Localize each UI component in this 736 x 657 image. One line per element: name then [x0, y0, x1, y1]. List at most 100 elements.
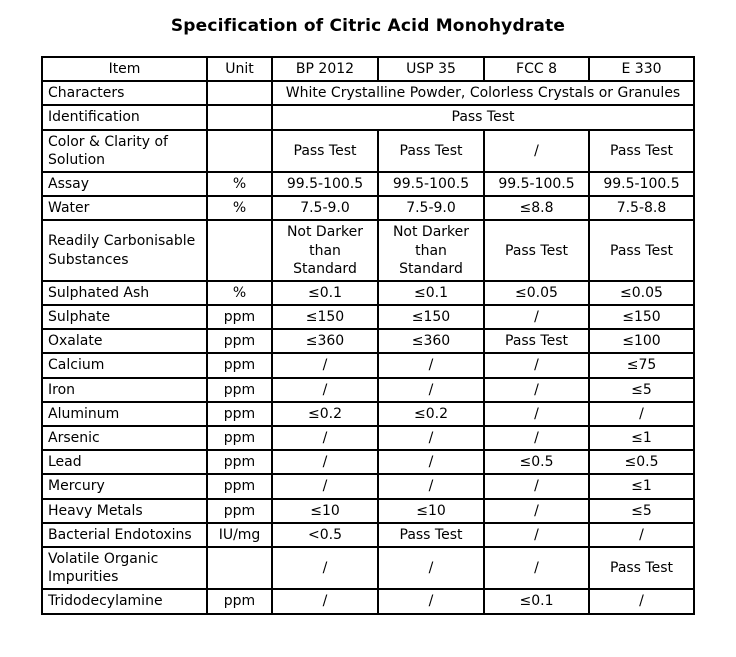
table-row: Mercury ppm / / / ≤1: [41, 473, 695, 500]
value-cell: ≤1: [588, 473, 695, 500]
table-row: Arsenic ppm / / / ≤1: [41, 424, 695, 452]
column-header-fcc-8: FCC 8: [483, 55, 590, 83]
table-row: Lead ppm / / ≤0.5 ≤0.5: [41, 449, 695, 476]
table-row: Readily Carbonisable Substances Not Darke…: [41, 219, 695, 282]
unit-cell: [206, 128, 273, 173]
value-cell: /: [271, 588, 379, 615]
item-cell: Bacterial Endotoxins: [41, 521, 208, 548]
value-cell: 99.5-100.5: [377, 170, 485, 198]
unit-cell: [206, 219, 273, 282]
value-cell: 99.5-100.5: [271, 170, 379, 198]
value-cell: ≤0.1: [377, 279, 485, 307]
value-cell: /: [271, 424, 379, 452]
item-cell: Heavy Metals: [41, 497, 208, 524]
value-cell: 99.5-100.5: [588, 170, 695, 198]
table-row: Oxalate ppm ≤360 ≤360 Pass Test ≤100: [41, 328, 695, 355]
value-cell: /: [377, 588, 485, 615]
value-cell: ≤5: [588, 497, 695, 524]
value-cell: /: [483, 545, 590, 591]
unit-cell: %: [206, 195, 273, 222]
value-cell: /: [483, 521, 590, 548]
value-cell: /: [271, 376, 379, 403]
value-cell: ≤0.5: [588, 449, 695, 476]
table-row: Calcium ppm / / / ≤75: [41, 352, 695, 379]
value-cell: ≤0.05: [588, 279, 695, 307]
value-cell: /: [377, 449, 485, 476]
table-row: Iron ppm / / / ≤5: [41, 376, 695, 403]
value-cell: Pass Test: [483, 219, 590, 282]
table-row: Water% 7.5-9.0 7.5-9.0 ≤8.8 7.5-8.8: [41, 195, 695, 222]
table-row: Characters White Crystalline Powder, Colo…: [41, 80, 695, 107]
value-cell: /: [588, 400, 695, 428]
item-cell: Sulphated Ash: [41, 279, 208, 307]
unit-cell: ppm: [206, 473, 273, 500]
value-cell: /: [271, 473, 379, 500]
item-cell: Characters: [41, 80, 208, 107]
table-row: Aluminum ppm ≤0.2 ≤0.2//: [41, 400, 695, 428]
item-cell: Mercury: [41, 473, 208, 500]
value-cell: ≤150: [271, 304, 379, 331]
value-cell: ≤0.5: [483, 449, 590, 476]
unit-cell: ppm: [206, 588, 273, 615]
value-cell: /: [377, 473, 485, 500]
item-cell: Identification: [41, 104, 208, 131]
unit-cell: ppm: [206, 352, 273, 379]
item-cell: Tridodecylamine: [41, 588, 208, 615]
unit-cell: [206, 80, 273, 107]
table-row: Bacterial Endotoxins IU/mg <0.5 Pass Test / /: [41, 521, 695, 548]
value-cell: 7.5-9.0: [377, 195, 485, 222]
value-cell: 7.5-9.0: [271, 195, 379, 222]
table-row: Tridodecylamine ppm / / ≤0.1/: [41, 588, 695, 615]
item-cell: Water: [41, 195, 208, 222]
value-cell: <0.5: [271, 521, 379, 548]
value-cell: ≤150: [377, 304, 485, 331]
value-cell: /: [588, 588, 695, 615]
value-cell: ≤10: [377, 497, 485, 524]
value-cell: /: [271, 352, 379, 379]
unit-cell: [206, 104, 273, 131]
value-cell: ≤0.1: [483, 588, 590, 615]
item-cell: Color & Clarity of Solution: [41, 128, 208, 173]
item-cell: Calcium: [41, 352, 208, 379]
item-cell: Arsenic: [41, 424, 208, 452]
item-cell: Oxalate: [41, 328, 208, 355]
unit-cell: ppm: [206, 328, 273, 355]
column-header-unit: Unit: [206, 55, 273, 83]
item-cell: Assay: [41, 170, 208, 198]
item-cell: Iron: [41, 376, 208, 403]
value-cell: /: [483, 497, 590, 524]
value-cell: Not Darker than Standard: [271, 219, 379, 282]
table-row: Heavy Metals ppm ≤10 ≤10/≤5: [41, 497, 695, 524]
value-cell: /: [377, 376, 485, 403]
column-header-usp-35: USP 35: [377, 55, 485, 83]
value-cell: /: [483, 400, 590, 428]
unit-cell: ppm: [206, 304, 273, 331]
unit-cell: [206, 545, 273, 591]
table-row: Sulphate ppm ≤150 ≤150/≤150: [41, 304, 695, 331]
item-cell: Readily Carbonisable Substances: [41, 219, 208, 282]
value-cell: ≤10: [271, 497, 379, 524]
value-cell: ≤75: [588, 352, 695, 379]
unit-cell: ppm: [206, 400, 273, 428]
unit-cell: %: [206, 279, 273, 307]
value-cell: ≤360: [377, 328, 485, 355]
item-cell: Volatile Organic Impurities: [41, 545, 208, 591]
value-cell: Pass Test: [271, 128, 379, 173]
item-cell: Sulphate: [41, 304, 208, 331]
value-cell: ≤8.8: [483, 195, 590, 222]
value-cell: /: [483, 473, 590, 500]
value-cell: ≤0.1: [271, 279, 379, 307]
value-cell: Not Darker than Standard: [377, 219, 485, 282]
value-cell: Pass Test: [588, 128, 695, 173]
table-row: Sulphated Ash% ≤0.1 ≤0.1 ≤0.05 ≤0.05: [41, 279, 695, 307]
table-row: Volatile Organic Impurities / / / Pass Test: [41, 545, 695, 591]
unit-cell: ppm: [206, 424, 273, 452]
value-cell: /: [588, 521, 695, 548]
value-cell: Pass Test: [377, 521, 485, 548]
value-cell: ≤0.2: [377, 400, 485, 428]
value-cell: /: [483, 376, 590, 403]
